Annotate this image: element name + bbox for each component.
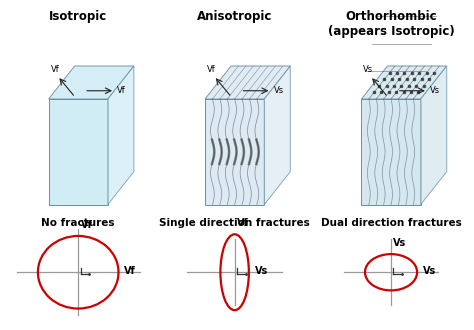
- Text: Orthorhombic
(appears Isotropic): Orthorhombic (appears Isotropic): [328, 10, 455, 38]
- Polygon shape: [420, 66, 447, 205]
- Polygon shape: [108, 66, 134, 205]
- Text: Vs: Vs: [430, 86, 440, 95]
- Text: Vf: Vf: [117, 86, 126, 95]
- Polygon shape: [205, 66, 290, 99]
- Text: No fractures: No fractures: [41, 218, 115, 228]
- Polygon shape: [361, 99, 420, 205]
- Text: Single direction fractures: Single direction fractures: [159, 218, 310, 228]
- Polygon shape: [205, 99, 264, 205]
- Polygon shape: [264, 66, 290, 205]
- Text: Vs: Vs: [393, 238, 407, 248]
- Text: Vs: Vs: [363, 65, 373, 74]
- Text: Isotropic: Isotropic: [49, 10, 107, 23]
- Text: Dual direction fractures: Dual direction fractures: [321, 218, 461, 228]
- Text: Vf: Vf: [207, 65, 216, 74]
- Polygon shape: [48, 99, 108, 205]
- Text: Vs: Vs: [423, 266, 436, 276]
- Text: Vf: Vf: [81, 220, 92, 230]
- Polygon shape: [361, 66, 447, 99]
- Text: Vf: Vf: [124, 266, 136, 276]
- Text: Vs: Vs: [255, 266, 268, 276]
- Text: Vf: Vf: [51, 65, 59, 74]
- Text: Vf: Vf: [237, 218, 249, 228]
- Text: Vs: Vs: [274, 86, 284, 95]
- Text: Anisotropic: Anisotropic: [197, 10, 273, 23]
- Polygon shape: [48, 66, 134, 99]
